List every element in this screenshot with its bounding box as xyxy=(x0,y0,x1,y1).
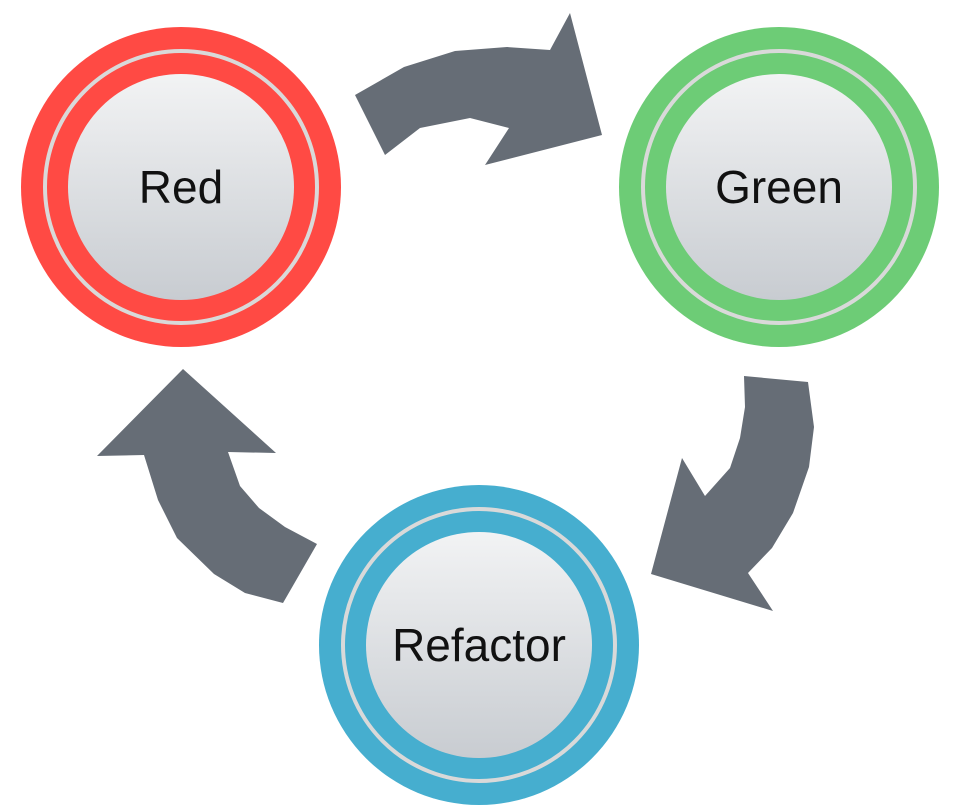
node-refactor-inner-line xyxy=(341,507,617,783)
node-green: Green xyxy=(619,27,939,347)
node-refactor-label: Refactor xyxy=(392,619,566,671)
node-refactor: Refactor xyxy=(319,485,639,805)
arrow-red-to-green xyxy=(355,13,602,165)
arrow-refactor-to-red xyxy=(97,369,317,603)
node-red-inner-line xyxy=(43,49,319,325)
arrows xyxy=(97,13,814,611)
node-red-label: Red xyxy=(139,161,223,213)
node-red-core xyxy=(68,74,294,300)
node-red: Red xyxy=(21,27,341,347)
node-green-core xyxy=(666,74,892,300)
node-green-label: Green xyxy=(715,161,843,213)
node-refactor-core xyxy=(366,532,592,758)
node-green-inner-line xyxy=(641,49,917,325)
arrow-green-to-refactor xyxy=(651,376,814,611)
